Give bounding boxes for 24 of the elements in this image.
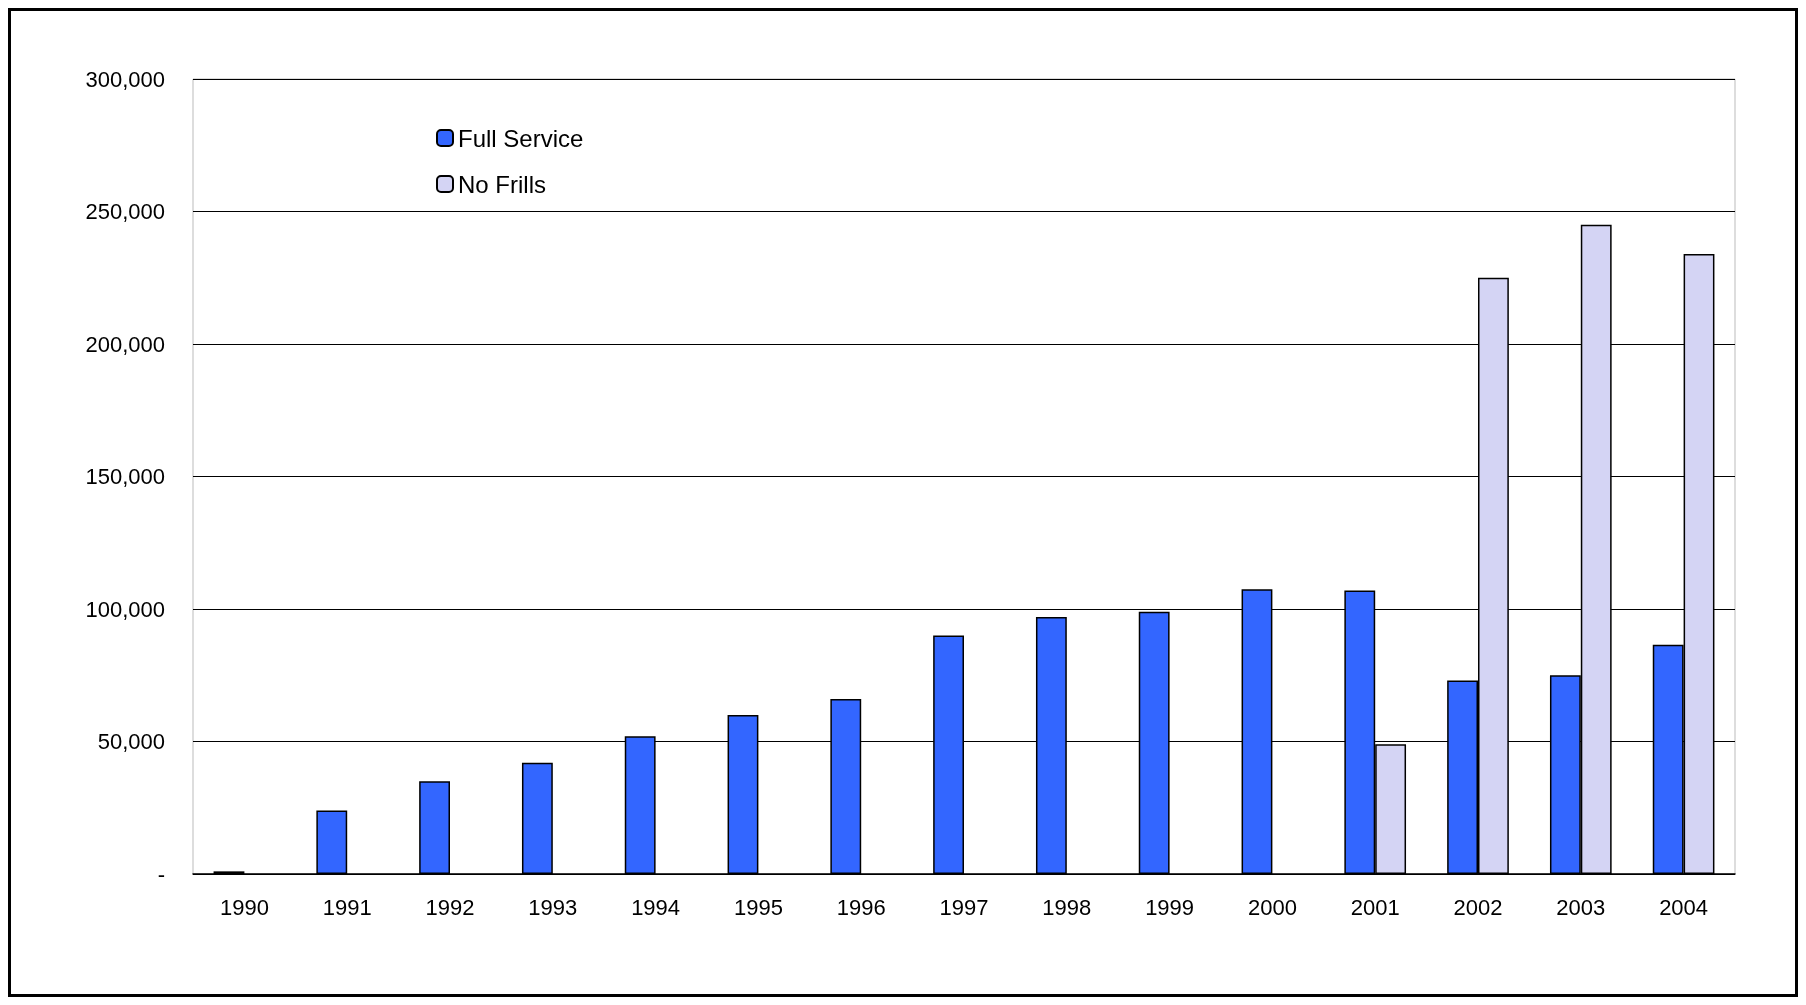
x-tick-label: 1994 <box>631 894 681 920</box>
y-tick-label: 200,000 <box>85 331 165 357</box>
legend-label: Full Service <box>458 124 584 152</box>
x-tick-label: 1998 <box>1042 894 1092 920</box>
y-tick-label: 100,000 <box>85 596 165 622</box>
x-tick-label: 2001 <box>1350 894 1400 920</box>
x-tick-label: 2000 <box>1247 894 1297 920</box>
y-tick-label: 300,000 <box>85 66 165 92</box>
x-tick-label: 2002 <box>1453 894 1503 920</box>
y-tick-label: - <box>157 861 165 887</box>
x-tick-label: 1991 <box>322 894 372 920</box>
y-tick-label: 50,000 <box>97 729 165 754</box>
y-tick-label: 150,000 <box>85 464 165 489</box>
legend-label: No Frills <box>458 170 546 198</box>
x-tick-label: 1993 <box>528 894 578 920</box>
x-tick-label: 2003 <box>1556 894 1606 920</box>
x-tick-label: 1990 <box>219 894 269 920</box>
x-tick-label: 1997 <box>939 894 989 920</box>
x-tick-label: 1992 <box>425 894 475 920</box>
y-tick-label: 250,000 <box>85 199 165 224</box>
x-tick-label: 2004 <box>1659 894 1709 920</box>
x-tick-label: 1999 <box>1145 894 1195 920</box>
x-tick-label: 1996 <box>836 894 886 920</box>
x-tick-label: 1995 <box>733 894 783 920</box>
